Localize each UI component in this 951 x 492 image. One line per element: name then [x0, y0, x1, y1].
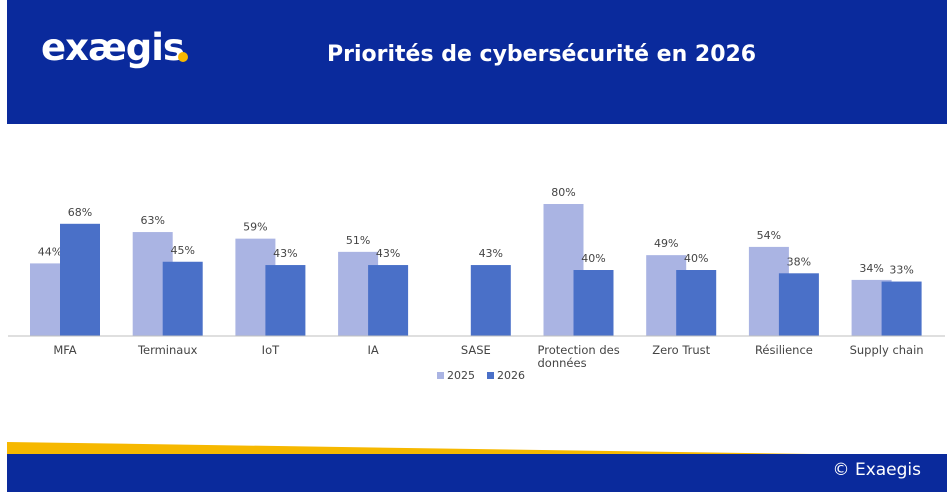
x-tick-label-0: MFA [53, 343, 76, 357]
data-label-2025-2: 59% [243, 221, 267, 234]
x-tick-label-8: Supply chain [850, 343, 924, 357]
data-label-2025-0: 44% [38, 245, 62, 258]
legend-label-2025: 2025 [447, 369, 475, 382]
data-label-2026-0: 68% [68, 206, 92, 219]
x-tick-label-1: Terminaux [137, 343, 198, 357]
data-label-2026-7: 38% [787, 255, 811, 268]
data-label-2026-8: 33% [889, 264, 913, 277]
legend-label-2026: 2026 [497, 369, 525, 382]
data-label-2026-2: 43% [273, 247, 297, 260]
bar-2026-2 [265, 265, 306, 336]
footer-band [7, 454, 947, 492]
data-label-2025-7: 54% [757, 229, 781, 242]
bar-2026-6 [676, 270, 717, 336]
data-label-2026-3: 43% [376, 247, 400, 260]
copyright-text: © Exaegis [832, 460, 921, 480]
legend-swatch-2026 [487, 372, 494, 379]
page-title: Priorités de cybersécurité en 2026 [327, 42, 757, 67]
data-label-2025-1: 63% [140, 214, 164, 227]
bar-2026-5 [573, 270, 614, 336]
x-tick-label-4: SASE [461, 343, 491, 357]
bar-2026-4 [470, 265, 511, 336]
x-tick-label-5: Protection des données [538, 343, 620, 370]
x-tick-label-2: IoT [262, 343, 280, 357]
data-label-2025-8: 34% [859, 262, 883, 275]
logo-dot-icon [178, 52, 188, 62]
x-tick-label-6: Zero Trust [652, 343, 710, 357]
data-label-2025-3: 51% [346, 234, 370, 247]
data-label-2026-6: 40% [684, 252, 708, 265]
exaegis-logo: exægis [41, 26, 185, 69]
data-label-2025-6: 49% [654, 237, 678, 250]
footer-accent-stripe [7, 442, 947, 456]
bar-2026-3 [368, 265, 409, 336]
data-label-2026-5: 40% [581, 252, 605, 265]
x-tick-label-7: Résilience [755, 343, 813, 357]
bar-2026-8 [881, 281, 922, 336]
bar-2026-7 [778, 273, 819, 336]
data-label-2025-5: 80% [551, 186, 575, 199]
bar-2026-1 [162, 261, 203, 336]
bar-2026-0 [60, 223, 100, 336]
bar-chart: 44% 68% MFA 63% 45% Terminaux 59% 43% IoT 51% 43% I… [8, 186, 945, 382]
x-tick-label-3: IA [367, 343, 378, 357]
data-label-2026-4: 43% [479, 247, 503, 260]
data-label-2026-1: 45% [170, 244, 194, 257]
legend-swatch-2025 [437, 372, 444, 379]
header-band: exægis Priorités de cybersécurité en 202… [7, 0, 947, 124]
